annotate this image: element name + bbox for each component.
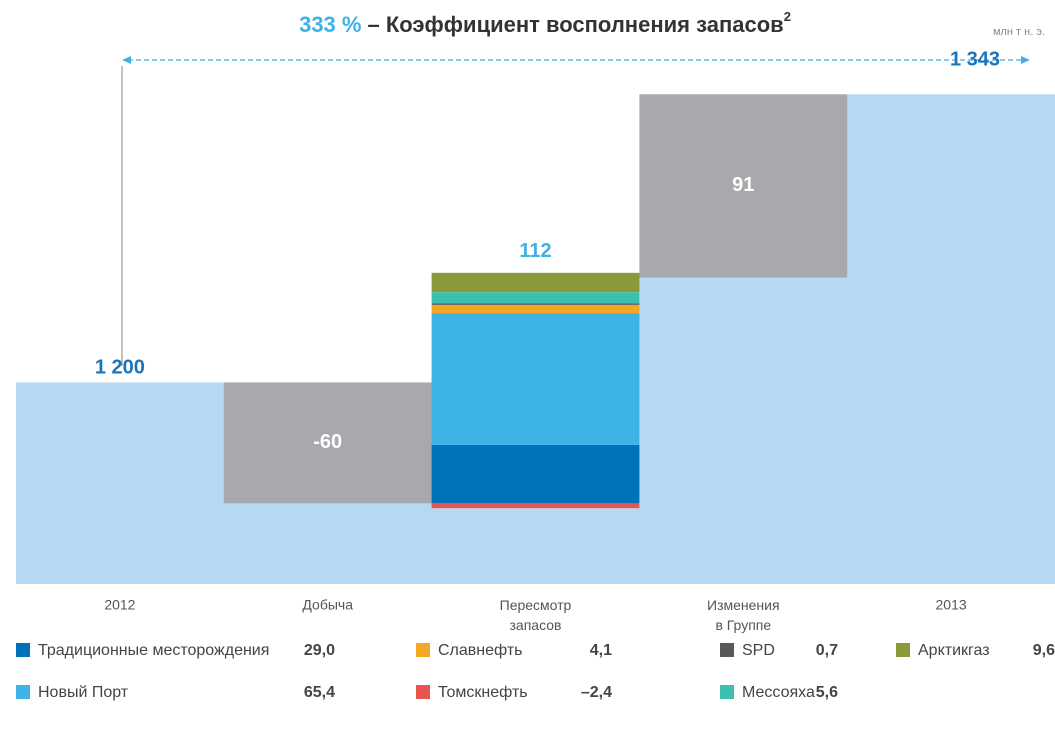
legend-value: 5,6 [816,684,838,701]
value-label: -60 [313,431,342,453]
legend-value: –2,4 [581,684,612,701]
segment [431,304,640,314]
value-label: 1 343 [950,48,1000,70]
x-tick-label: 2012 [104,597,135,613]
legend-value: 0,7 [816,642,838,659]
segment [431,303,640,305]
x-tick-label: Изменения в Группе [707,597,780,633]
legend-swatch [720,685,734,699]
change-bar [639,94,848,278]
x-tick-label: 2013 [936,597,967,613]
chart-title: 333 % – Коэффициент восполнения запасов2 [299,9,791,36]
segment [431,313,640,445]
legend-label: SPD [742,642,775,659]
legend-swatch [416,643,430,657]
legend-value: 9,6 [1033,642,1055,659]
legend-label: Мессояха [742,684,815,701]
total-bar [847,94,1055,584]
bar-base [431,508,640,584]
segment [431,292,640,304]
value-label: 91 [732,174,754,196]
x-tick-label: Пересмотр запасов [500,597,572,633]
arrow-head [1021,56,1030,64]
legend-label: Традиционные месторождения [38,642,269,659]
bars [16,94,1055,584]
arrow-head [122,56,131,64]
title-value: 333 % [299,12,361,37]
legend-label: Славнефть [438,642,523,659]
total-bar [16,382,225,584]
segment [431,444,640,504]
title-text: – Коэффициент восполнения запасов [367,12,783,37]
bar-base [223,503,433,584]
legend-value: 65,4 [304,684,335,701]
change-bar [223,382,433,504]
labels: 2012 1 200 Добыча -60 Пересмотр запасов 112 Изм… [95,48,1000,632]
segment [431,272,640,293]
value-label: 112 [519,240,551,262]
legend-swatch [720,643,734,657]
x-tick-label: Добыча [302,597,353,613]
legend-swatch [416,685,430,699]
legend-label: Новый Порт [38,684,129,701]
title-note: 2 [784,9,791,24]
legend-label: Арктикгаз [918,642,990,659]
unit-label: млн т н. э. [993,26,1045,38]
legend-label: Томскнефть [438,684,528,701]
legend-swatch [16,685,30,699]
bar-base [639,277,848,584]
segment [431,503,640,509]
value-label: 1 200 [95,357,145,379]
legend-value: 4,1 [590,642,612,659]
legend-value: 29,0 [304,642,335,659]
legend-swatch [16,643,30,657]
legend-swatch [896,643,910,657]
